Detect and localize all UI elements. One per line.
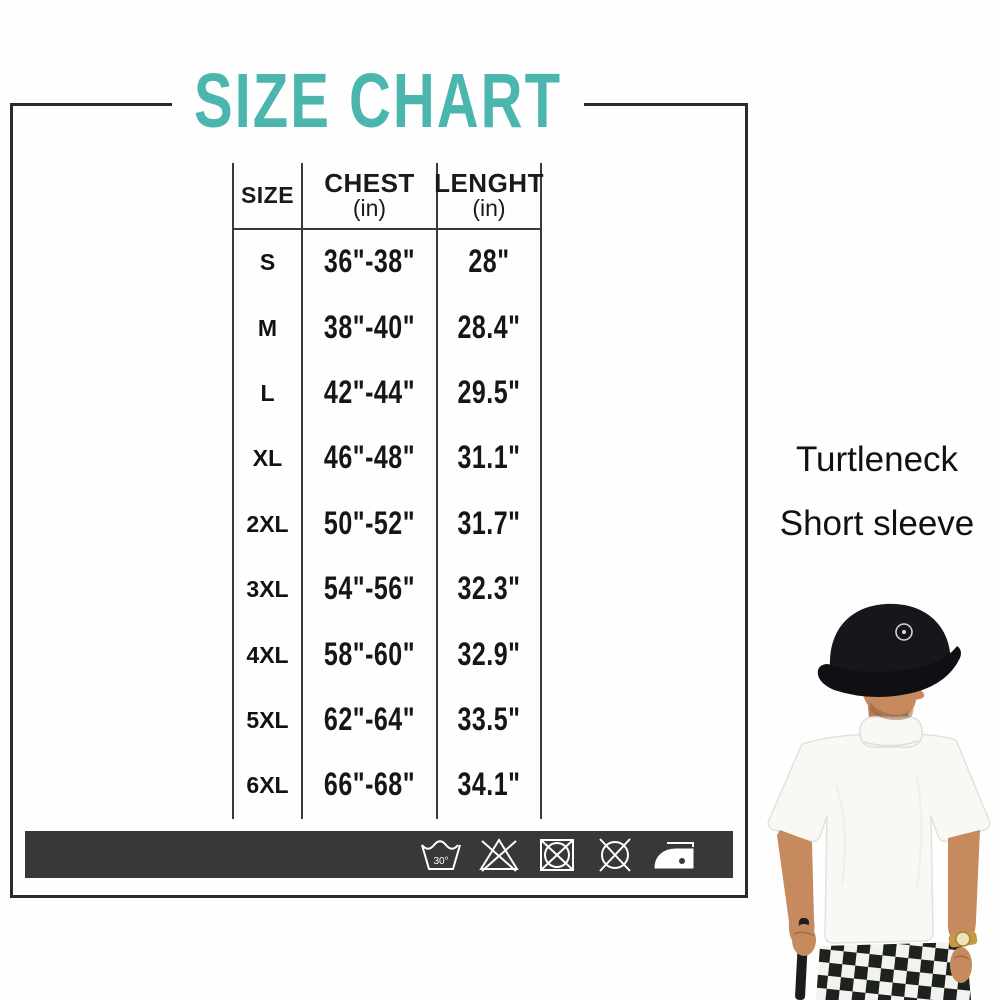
table-row-size: 5XL bbox=[232, 687, 303, 754]
column-unit: (in) bbox=[352, 194, 387, 221]
table-row-chest: 66"-68" bbox=[303, 753, 438, 819]
tee-fold bbox=[915, 774, 923, 891]
left-hand bbox=[792, 924, 816, 956]
table-row-length: 31.7" bbox=[438, 491, 542, 557]
white-tee bbox=[767, 732, 991, 944]
table-row-size: XL bbox=[232, 426, 303, 492]
size-table: SIZE CHEST (in) LENGHT (in) S 36"-38" 28… bbox=[232, 163, 543, 819]
feature-turtleneck: Turtleneck bbox=[795, 440, 959, 479]
column-label: SIZE bbox=[240, 181, 295, 208]
hand-line bbox=[793, 931, 815, 937]
hat-logo bbox=[895, 623, 913, 641]
table-row-chest: 42"-44" bbox=[303, 360, 438, 427]
table-row-size: S bbox=[232, 230, 303, 296]
column-header-chest: CHEST (in) bbox=[303, 163, 438, 230]
table-row-length: 34.1" bbox=[438, 753, 542, 819]
table-row-length: 31.1" bbox=[438, 426, 542, 492]
hat-logo-dot bbox=[902, 630, 906, 634]
table-row-length: 29.5" bbox=[438, 360, 542, 427]
bucket-hat-crown bbox=[829, 603, 952, 679]
do-not-tumble-dry-icon bbox=[540, 838, 574, 871]
table-row-chest: 36"-38" bbox=[303, 230, 438, 296]
column-unit: (in) bbox=[472, 194, 506, 221]
checkered-pants bbox=[816, 942, 971, 1000]
care-instructions-bar: 30° bbox=[25, 831, 733, 878]
model-photo bbox=[767, 603, 991, 1000]
tee-fold bbox=[835, 784, 846, 886]
svg-text:30°: 30° bbox=[433, 856, 448, 867]
collar-fold bbox=[863, 740, 919, 747]
gold-watch bbox=[948, 931, 978, 948]
table-row-chest: 46"-48" bbox=[303, 426, 438, 492]
page-title-wrap: SIZE CHART bbox=[172, 58, 584, 146]
table-row-size: 3XL bbox=[232, 556, 303, 623]
table-row-chest: 50"-52" bbox=[303, 491, 438, 557]
table-row-size: 6XL bbox=[232, 753, 303, 819]
table-row-size: M bbox=[232, 295, 303, 361]
column-header-size: SIZE bbox=[232, 163, 303, 230]
column-label: CHEST bbox=[324, 168, 415, 199]
iron-low-heat-icon bbox=[654, 841, 694, 868]
left-arm bbox=[777, 830, 815, 946]
page-title: SIZE CHART bbox=[194, 58, 562, 145]
table-row-chest: 54"-56" bbox=[303, 556, 438, 623]
right-hand bbox=[950, 947, 972, 983]
machine-wash-30-icon: 30° bbox=[421, 839, 461, 870]
table-row-length: 28.4" bbox=[438, 295, 542, 361]
table-row-chest: 38"-40" bbox=[303, 295, 438, 361]
table-row-length: 32.3" bbox=[438, 556, 542, 623]
right-arm bbox=[947, 830, 980, 944]
feature-short-sleeve: Short sleeve bbox=[779, 504, 975, 543]
stubble bbox=[870, 702, 914, 721]
product-features: Turtleneck Short sleeve bbox=[762, 440, 992, 568]
hand-line bbox=[953, 955, 970, 960]
column-header-length: LENGHT (in) bbox=[434, 163, 543, 230]
table-row-size: L bbox=[232, 360, 303, 427]
bucket-hat-brim bbox=[817, 646, 961, 698]
table-row-size: 4XL bbox=[232, 622, 303, 688]
table-row-chest: 58"-60" bbox=[303, 622, 438, 688]
column-label: LENGHT bbox=[434, 168, 544, 199]
table-row-length: 33.5" bbox=[438, 687, 542, 754]
table-row-chest: 62"-64" bbox=[303, 687, 438, 754]
table-row-length: 28" bbox=[438, 230, 542, 296]
table-row-size: 2XL bbox=[232, 491, 303, 557]
table-row-length: 32.9" bbox=[438, 622, 542, 688]
do-not-dry-clean-icon bbox=[599, 837, 631, 872]
do-not-bleach-icon bbox=[479, 837, 519, 872]
